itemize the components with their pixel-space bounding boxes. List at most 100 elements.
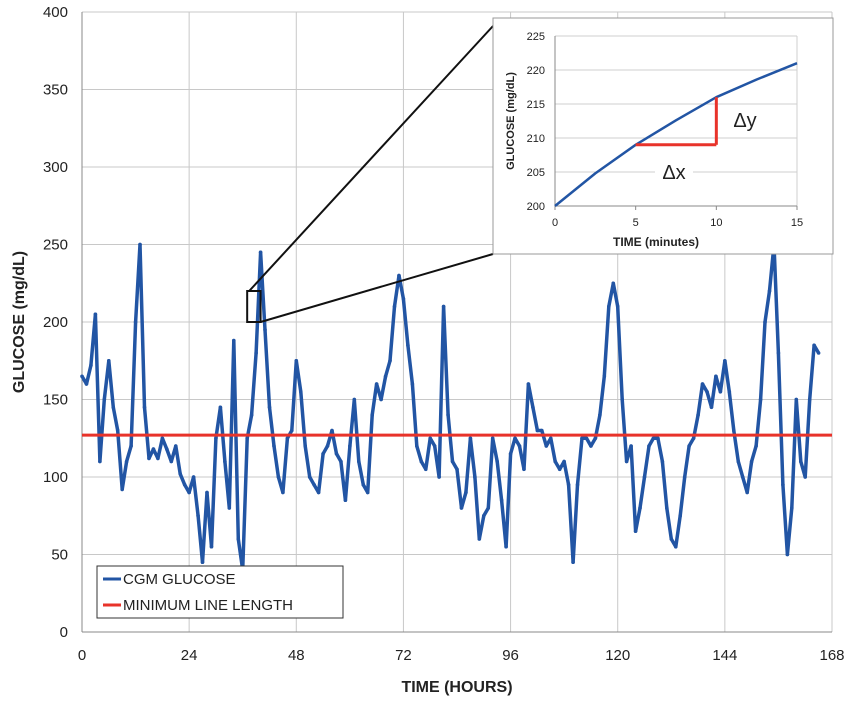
cgm-glucose-point — [397, 273, 401, 278]
cgm-glucose-point — [598, 413, 602, 417]
inset-y-axis-label: GLUCOSE (mg/dL) — [505, 72, 517, 170]
inset-x-tick-label: 10 — [710, 217, 722, 229]
cgm-glucose-point — [316, 490, 321, 495]
cgm-glucose-point — [660, 459, 665, 464]
main-x-tick-label: 144 — [712, 647, 737, 664]
inset-y-tick-label: 210 — [527, 133, 545, 145]
cgm-glucose-point — [267, 405, 272, 410]
cgm-glucose-point — [187, 490, 191, 495]
cgm-glucose-point — [477, 537, 482, 541]
cgm-glucose-point — [754, 444, 758, 448]
cgm-glucose-point — [540, 428, 544, 433]
cgm-glucose-point — [115, 428, 120, 433]
cgm-glucose-point — [147, 456, 151, 461]
cgm-glucose-point — [651, 436, 656, 441]
cgm-glucose-point — [254, 351, 258, 355]
cgm-glucose-point — [156, 456, 160, 461]
cgm-glucose-point — [290, 428, 294, 433]
cgm-glucose-point — [249, 413, 254, 417]
main-x-tick-label: 96 — [502, 647, 519, 664]
cgm-glucose-point — [178, 472, 183, 476]
cgm-glucose-point — [209, 544, 214, 549]
cgm-glucose-point — [647, 444, 651, 448]
cgm-glucose-point — [723, 358, 727, 363]
cgm-glucose-point — [102, 397, 107, 402]
cgm-glucose-point — [285, 436, 290, 441]
cgm-glucose-point — [508, 451, 513, 456]
cgm-glucose-point — [580, 436, 584, 441]
cgm-glucose-point — [459, 506, 464, 510]
cgm-glucose-point — [356, 459, 361, 464]
cgm-glucose-point — [98, 459, 102, 464]
cgm-glucose-point — [339, 459, 343, 464]
cgm-glucose-point — [767, 289, 772, 293]
inset-x-tick-label: 5 — [633, 217, 639, 229]
cgm-glucose-point — [352, 397, 357, 402]
cgm-glucose-point — [557, 467, 562, 472]
cgm-glucose-point — [490, 436, 495, 441]
cgm-glucose-point — [705, 389, 709, 394]
cgm-glucose-point — [138, 242, 142, 247]
cgm-glucose-point — [727, 389, 732, 394]
cgm-glucose-point — [513, 436, 517, 441]
cgm-glucose-point — [669, 537, 674, 541]
inset-glucose-line — [554, 62, 798, 207]
inset-x-tick-label: 15 — [791, 217, 803, 229]
cgm-glucose-point — [455, 467, 459, 472]
cgm-glucose-point — [481, 513, 486, 518]
cgm-glucose-point — [620, 397, 624, 402]
cgm-glucose-point — [665, 506, 669, 510]
cgm-glucose-point — [133, 320, 138, 324]
legend: CGM GLUCOSE MINIMUM LINE LENGTH — [96, 565, 344, 619]
cgm-glucose-point — [517, 444, 522, 448]
cgm-glucose-point — [758, 397, 763, 402]
cgm-glucose-point — [446, 413, 450, 417]
cgm-glucose-point — [343, 498, 348, 503]
cgm-glucose-point — [562, 459, 566, 464]
main-y-tick-label: 300 — [43, 159, 68, 176]
cgm-glucose-point — [312, 482, 316, 487]
cgm-glucose-point — [205, 490, 209, 495]
main-x-tick-label: 120 — [605, 647, 630, 664]
cgm-glucose-point — [165, 447, 169, 451]
inset-panel — [492, 17, 834, 255]
cgm-glucose-point — [106, 358, 111, 363]
cgm-glucose-point — [740, 475, 745, 479]
inset-y-tick-label: 215 — [527, 99, 545, 111]
inset-x-axis-label: TIME (minutes) — [613, 235, 699, 249]
cgm-glucose-point — [263, 327, 267, 332]
cgm-glucose-line — [80, 242, 821, 572]
main-y-tick-label: 200 — [43, 314, 68, 331]
cgm-glucose-point — [84, 382, 89, 386]
cgm-glucose-point — [437, 475, 441, 479]
cgm-glucose-point — [182, 482, 187, 487]
cgm-glucose-point — [160, 436, 165, 441]
cgm-glucose-point — [361, 482, 366, 487]
cgm-glucose-point — [276, 475, 281, 479]
cgm-glucose-point — [231, 338, 236, 343]
cgm-glucose-point — [544, 444, 549, 448]
cgm-glucose-point — [736, 459, 741, 464]
cgm-glucose-point — [294, 358, 299, 363]
cgm-glucose-point — [374, 382, 379, 386]
main-x-tick-label: 24 — [181, 647, 198, 664]
cgm-glucose-point — [432, 444, 437, 448]
cgm-glucose-point — [548, 436, 553, 441]
cgm-glucose-point — [718, 389, 723, 394]
cgm-glucose-point — [258, 250, 263, 255]
cgm-glucose-point — [807, 397, 812, 402]
cgm-glucose-point — [798, 459, 803, 464]
cgm-glucose-point — [173, 444, 178, 448]
main-y-tick-label: 100 — [43, 469, 68, 486]
legend-label-minimum-line: MINIMUM LINE LENGTH — [123, 597, 293, 614]
cgm-glucose-point — [486, 506, 491, 510]
cgm-glucose-point — [89, 363, 93, 368]
cgm-glucose-point — [468, 436, 473, 441]
cgm-glucose-point — [749, 459, 754, 464]
zoom-connector-top — [248, 25, 494, 292]
main-y-axis-label: GLUCOSE (mg/dL) — [11, 251, 28, 393]
cgm-glucose-point — [790, 506, 794, 510]
cgm-glucose-point — [691, 436, 696, 441]
cgm-glucose-point — [325, 444, 330, 448]
